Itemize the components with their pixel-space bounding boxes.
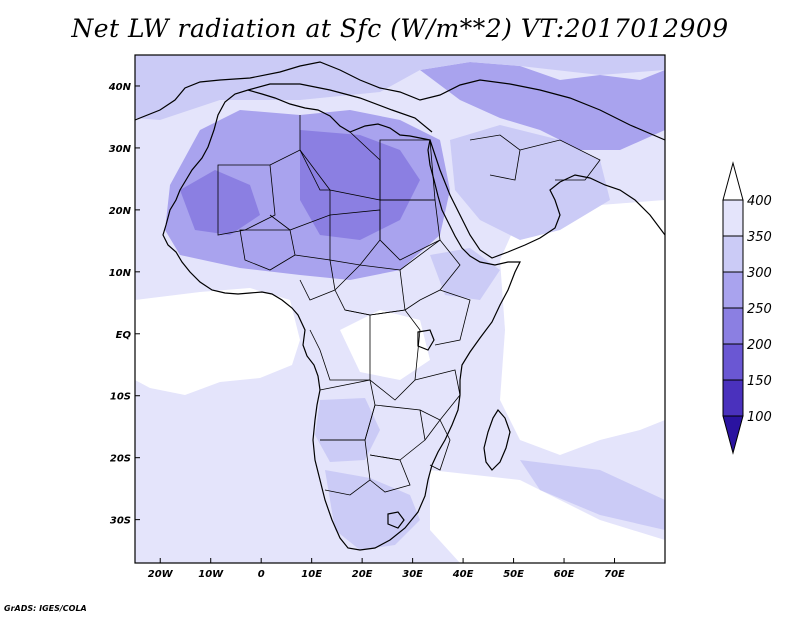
colorbar-bin-100-150 xyxy=(722,379,744,417)
lon-tick-label: 20E xyxy=(352,569,373,580)
lat-tick-label: EQ xyxy=(116,330,132,341)
field-band-clear-atlantic xyxy=(135,288,300,395)
lon-tick-label: 20W xyxy=(148,569,174,580)
colorbar-label-300: 300 xyxy=(747,266,772,281)
lat-tick-label: 30N xyxy=(109,144,132,155)
colorbar: 400 350 300 250 200 150 100 xyxy=(722,161,772,455)
lake-victoria xyxy=(417,329,435,351)
lon-tick-label: 40E xyxy=(452,569,474,580)
coastlines xyxy=(135,61,665,551)
colorbar-bin-200-250 xyxy=(722,307,744,345)
field-band-clear-interior xyxy=(340,310,430,380)
lat-tick-label: 10S xyxy=(110,392,131,403)
colorbar-bin-250-300 xyxy=(722,271,744,309)
lat-axis: 40N 30N 20N 10N EQ 10S 20S 30S xyxy=(108,82,140,527)
plot-frame xyxy=(134,54,666,564)
colorbar-bin-150-200 xyxy=(722,343,744,381)
europe-coastline xyxy=(135,61,665,141)
field-band-indian-south xyxy=(520,460,665,530)
lat-tick-label: 30S xyxy=(110,516,131,527)
field-band-kalahari xyxy=(315,398,380,462)
colorbar-label-250: 250 xyxy=(747,302,772,317)
madagascar-outline xyxy=(483,408,511,471)
lat-tick-label: 40N xyxy=(108,82,132,93)
colorbar-arrow-top xyxy=(722,161,744,201)
lon-tick-label: 50E xyxy=(503,569,524,580)
lon-tick-label: 30E xyxy=(402,569,423,580)
radiation-field xyxy=(135,55,665,563)
lat-tick-label: 20S xyxy=(110,454,131,465)
colorbar-bin-350-400 xyxy=(722,199,744,237)
africa-coastline xyxy=(162,89,521,551)
field-band-clear-south xyxy=(430,470,665,563)
lat-tick-label: 20N xyxy=(109,206,132,217)
colorbar-label-350: 350 xyxy=(747,230,772,245)
lon-tick-label: 70E xyxy=(604,569,625,580)
lon-axis: 20W 10W 0 10E 20E 30E 40E 50E 60E 70E xyxy=(148,558,625,580)
field-band-arabia xyxy=(450,125,610,240)
map-title: Net LW radiation at Sfc (W/m**2) VT:2017… xyxy=(71,14,729,43)
colorbar-label-200: 200 xyxy=(747,338,772,353)
mediterranean-coast xyxy=(247,83,433,133)
colorbar-label-400: 400 xyxy=(747,194,772,209)
colorbar-label-100: 100 xyxy=(747,410,772,425)
lesotho-outline xyxy=(387,511,405,529)
field-band-europe xyxy=(135,55,665,120)
lat-tick-label: 10N xyxy=(109,268,132,279)
lon-tick-label: 10E xyxy=(301,569,322,580)
lon-tick-label: 0 xyxy=(258,569,265,580)
field-band-clear-indian xyxy=(500,200,665,455)
colorbar-label-150: 150 xyxy=(747,374,772,389)
colorbar-arrow-bottom xyxy=(722,415,744,455)
field-band-mauritania xyxy=(180,170,260,235)
field-band-turkey-iran xyxy=(420,62,665,150)
colorbar-bin-300-350 xyxy=(722,235,744,273)
lon-tick-label: 60E xyxy=(554,569,575,580)
field-band-south-africa xyxy=(325,470,420,550)
field-band-ethiopia xyxy=(430,248,500,300)
lon-tick-label: 10W xyxy=(198,569,224,580)
country-borders xyxy=(217,115,601,496)
footer-credit: GrADS: IGES/COLA xyxy=(4,604,87,613)
arabia-coastline xyxy=(429,139,665,259)
